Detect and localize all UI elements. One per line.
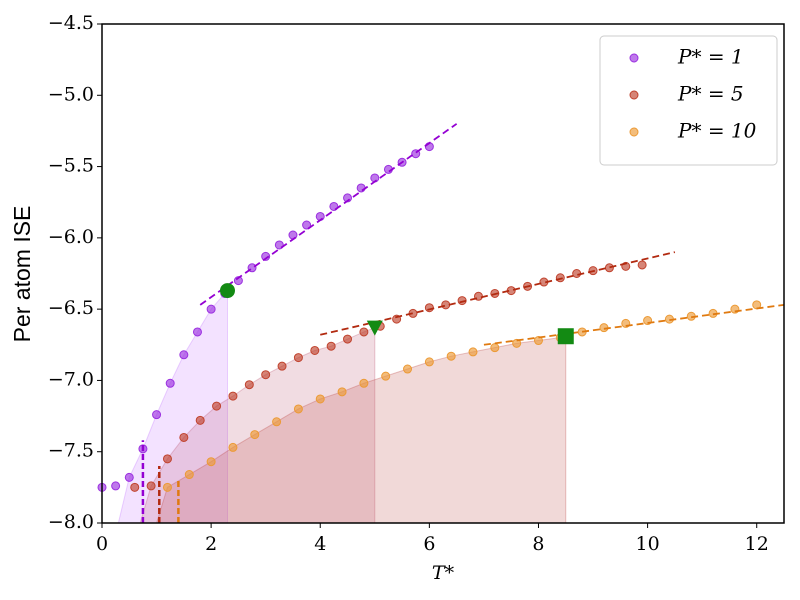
data-point bbox=[512, 338, 522, 348]
x-tick-label: 10 bbox=[636, 533, 660, 555]
data-point bbox=[130, 482, 140, 492]
x-axis-label: T* bbox=[432, 562, 455, 584]
data-point bbox=[192, 327, 202, 337]
data-point bbox=[293, 404, 303, 414]
data-point bbox=[359, 378, 369, 388]
data-point bbox=[403, 364, 413, 374]
data-point bbox=[337, 387, 347, 397]
legend-marker bbox=[629, 127, 639, 137]
x-tick-label: 6 bbox=[423, 533, 435, 555]
data-point bbox=[152, 410, 162, 420]
data-point bbox=[637, 260, 647, 270]
y-tick-label: −5.5 bbox=[48, 155, 94, 177]
data-point bbox=[184, 470, 194, 480]
data-point bbox=[261, 251, 271, 261]
data-point bbox=[310, 345, 320, 355]
y-tick-label: −7.5 bbox=[48, 440, 94, 462]
legend-label: P* = 1 bbox=[677, 45, 744, 69]
y-tick-label: −8.0 bbox=[48, 511, 94, 533]
plot-frame bbox=[101, 23, 785, 524]
x-tick-label: 0 bbox=[96, 533, 108, 555]
data-point bbox=[244, 380, 254, 390]
x-tick-label: 8 bbox=[532, 533, 544, 555]
data-point bbox=[206, 304, 216, 314]
data-point bbox=[162, 454, 172, 464]
data-point bbox=[165, 378, 175, 388]
tangent-line bbox=[483, 303, 785, 346]
data-point bbox=[604, 263, 614, 273]
data-point bbox=[250, 430, 260, 440]
data-point bbox=[359, 327, 369, 337]
data-point bbox=[206, 457, 216, 467]
data-point bbox=[490, 343, 500, 353]
data-point bbox=[555, 273, 565, 283]
data-point bbox=[195, 415, 205, 425]
data-point bbox=[446, 351, 456, 361]
data-point bbox=[228, 391, 238, 401]
data-point bbox=[179, 350, 189, 360]
y-tick-label: −7.0 bbox=[48, 368, 94, 390]
data-point bbox=[356, 183, 366, 193]
data-point bbox=[302, 220, 312, 230]
x-tick-label: 12 bbox=[745, 533, 769, 555]
marker bbox=[366, 320, 383, 336]
data-point bbox=[424, 357, 434, 367]
tangent-line bbox=[199, 123, 458, 306]
data-point bbox=[179, 432, 189, 442]
marker bbox=[219, 283, 235, 299]
y-axis-label: Per atom ISE bbox=[9, 206, 35, 343]
shaded-region bbox=[117, 289, 228, 524]
y-tick-label: −4.5 bbox=[48, 12, 94, 34]
data-point bbox=[111, 481, 121, 491]
data-point bbox=[315, 394, 325, 404]
x-tick-label: 2 bbox=[205, 533, 217, 555]
legend-marker bbox=[629, 90, 639, 100]
y-tick-label: −6.0 bbox=[48, 226, 94, 248]
x-tick-label: 4 bbox=[314, 533, 326, 555]
data-point bbox=[468, 347, 478, 357]
data-point bbox=[343, 334, 353, 344]
data-point bbox=[261, 370, 271, 380]
legend-label: P* = 5 bbox=[677, 82, 744, 106]
data-point bbox=[293, 353, 303, 363]
data-point bbox=[533, 336, 543, 346]
data-point bbox=[228, 442, 238, 452]
data-point bbox=[272, 417, 282, 427]
data-point bbox=[424, 303, 434, 313]
data-point bbox=[162, 482, 172, 492]
y-tick-label: −6.5 bbox=[48, 297, 94, 319]
data-point bbox=[326, 341, 336, 351]
data-point bbox=[146, 481, 156, 491]
data-point bbox=[441, 300, 451, 310]
legend-marker bbox=[629, 53, 639, 63]
y-tick-label: −5.0 bbox=[48, 83, 94, 105]
legend-label: P* = 10 bbox=[677, 119, 757, 143]
data-point bbox=[124, 472, 134, 482]
marker bbox=[557, 328, 574, 345]
data-point bbox=[277, 361, 287, 371]
data-point bbox=[381, 371, 391, 381]
legend-box bbox=[599, 35, 778, 166]
data-point bbox=[212, 401, 222, 411]
